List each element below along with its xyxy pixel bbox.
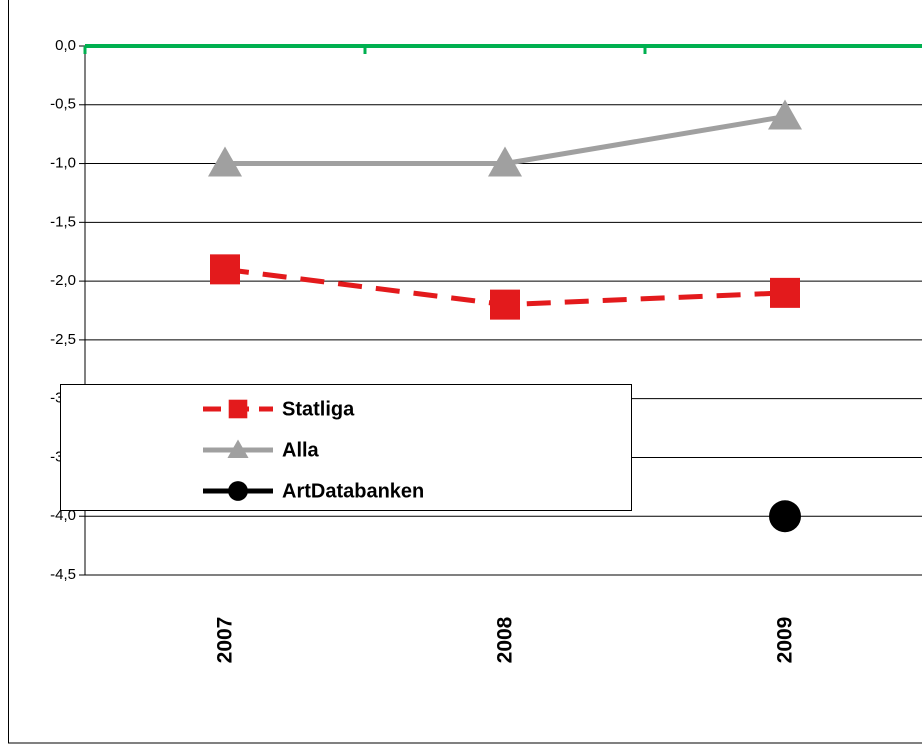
y-tick-label: -4,5	[50, 566, 76, 583]
y-tick-label: -4,0	[50, 507, 76, 524]
data-point	[208, 146, 242, 177]
x-tick-label: 2008	[494, 616, 517, 663]
y-tick-label: -2,0	[50, 272, 76, 289]
x-tick-label: 2007	[214, 617, 237, 664]
legend-marker	[228, 399, 248, 419]
legend-marker	[227, 439, 249, 459]
y-tick-label: -1,0	[50, 155, 76, 172]
y-tick-label: -2,5	[50, 331, 76, 348]
data-point	[768, 99, 802, 130]
legend-label: Statliga	[282, 398, 355, 420]
legend-label: ArtDatabanken	[282, 480, 424, 502]
data-point	[769, 500, 801, 533]
chart-frame	[8, 0, 922, 744]
x-tick-label: 2009	[774, 617, 797, 664]
y-tick-label: 0,0	[55, 37, 76, 54]
legend-marker	[228, 481, 248, 501]
data-point	[488, 146, 522, 177]
data-point	[770, 277, 800, 308]
legend-label: Alla	[282, 439, 320, 461]
legend-box	[60, 384, 632, 511]
data-point	[210, 254, 240, 285]
y-tick-label: -1,5	[50, 213, 76, 230]
data-point	[490, 289, 520, 320]
legend: Statliga Alla ArtDatabanken	[60, 384, 632, 511]
y-tick-label: -0,5	[50, 96, 76, 113]
